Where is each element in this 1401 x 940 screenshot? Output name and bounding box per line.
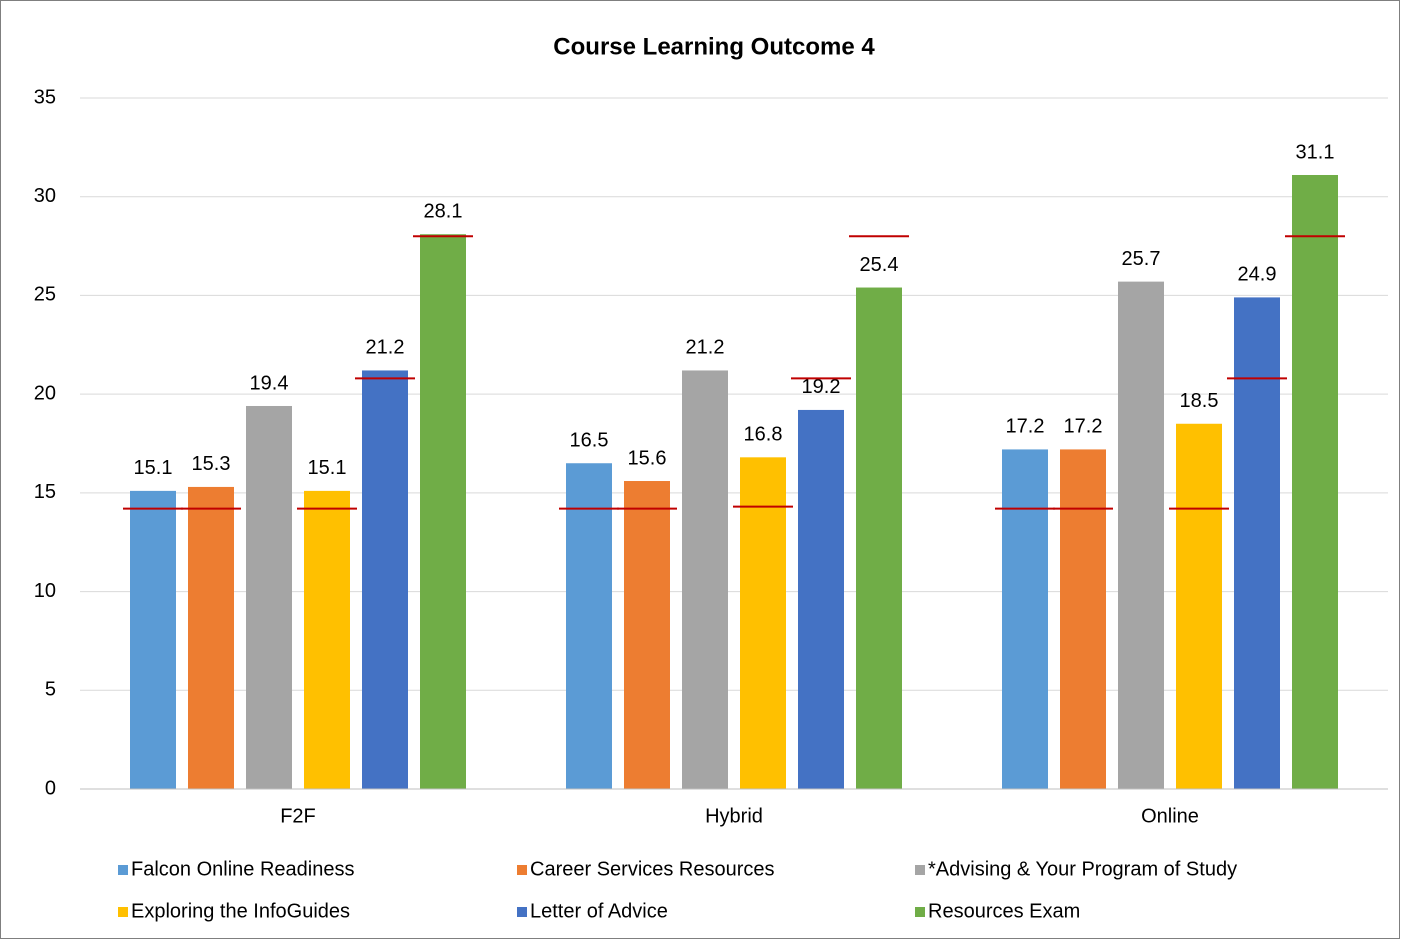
bar (624, 481, 670, 789)
data-label: 21.2 (366, 337, 405, 359)
legend-label: Career Services Resources (530, 858, 775, 880)
bar (1292, 174, 1338, 790)
bar (856, 287, 902, 789)
bar (246, 405, 292, 789)
chart-title: Course Learning Outcome 4 (553, 33, 875, 60)
y-tick-label: 25 (34, 284, 56, 306)
data-label: 19.2 (802, 376, 841, 398)
bar (1234, 297, 1280, 789)
x-tick-label: F2F (280, 805, 316, 827)
y-tick-label: 0 (45, 777, 56, 799)
legend-label: Resources Exam (928, 900, 1080, 922)
bar (682, 370, 728, 789)
y-tick-label: 15 (34, 481, 56, 503)
data-label: 25.4 (860, 254, 899, 276)
data-label: 15.1 (308, 457, 347, 479)
bar (188, 486, 234, 789)
bar (798, 409, 844, 789)
x-tick-label: Hybrid (705, 805, 763, 827)
data-label: 31.1 (1296, 141, 1335, 163)
y-tick-label: 35 (34, 86, 56, 108)
legend-swatch (118, 907, 128, 917)
legend-swatch (517, 865, 527, 875)
legend-label: Letter of Advice (530, 900, 668, 922)
legend-swatch (915, 907, 925, 917)
data-label: 16.5 (570, 430, 609, 452)
data-label: 24.9 (1238, 264, 1277, 286)
data-label: 15.3 (192, 453, 231, 475)
legend-swatch (517, 907, 527, 917)
bar (1176, 423, 1222, 789)
bar (362, 370, 408, 789)
bar (1118, 281, 1164, 789)
data-label: 28.1 (424, 201, 463, 223)
bar (420, 234, 466, 789)
bar (304, 490, 350, 789)
legend-swatch (915, 865, 925, 875)
data-label: 16.8 (744, 424, 783, 446)
legend-label: *Advising & Your Program of Study (928, 858, 1237, 880)
y-tick-label: 5 (45, 679, 56, 701)
x-tick-label: Online (1141, 805, 1199, 827)
bar (566, 463, 612, 789)
data-label: 17.2 (1064, 416, 1103, 438)
data-label: 18.5 (1180, 390, 1219, 412)
legend-swatch (118, 865, 128, 875)
data-label: 15.6 (628, 447, 667, 469)
legend-label: Falcon Online Readiness (131, 858, 354, 880)
y-tick-label: 10 (34, 580, 56, 602)
data-label: 15.1 (134, 457, 173, 479)
bar (1002, 449, 1048, 789)
data-label: 21.2 (686, 337, 725, 359)
bar (130, 490, 176, 789)
data-label: 17.2 (1006, 416, 1045, 438)
bar (1060, 449, 1106, 789)
y-tick-label: 20 (34, 382, 56, 404)
bar (740, 457, 786, 789)
legend-label: Exploring the InfoGuides (131, 900, 350, 922)
data-label: 25.7 (1122, 248, 1161, 270)
data-label: 19.4 (250, 372, 289, 394)
y-tick-label: 30 (34, 185, 56, 207)
